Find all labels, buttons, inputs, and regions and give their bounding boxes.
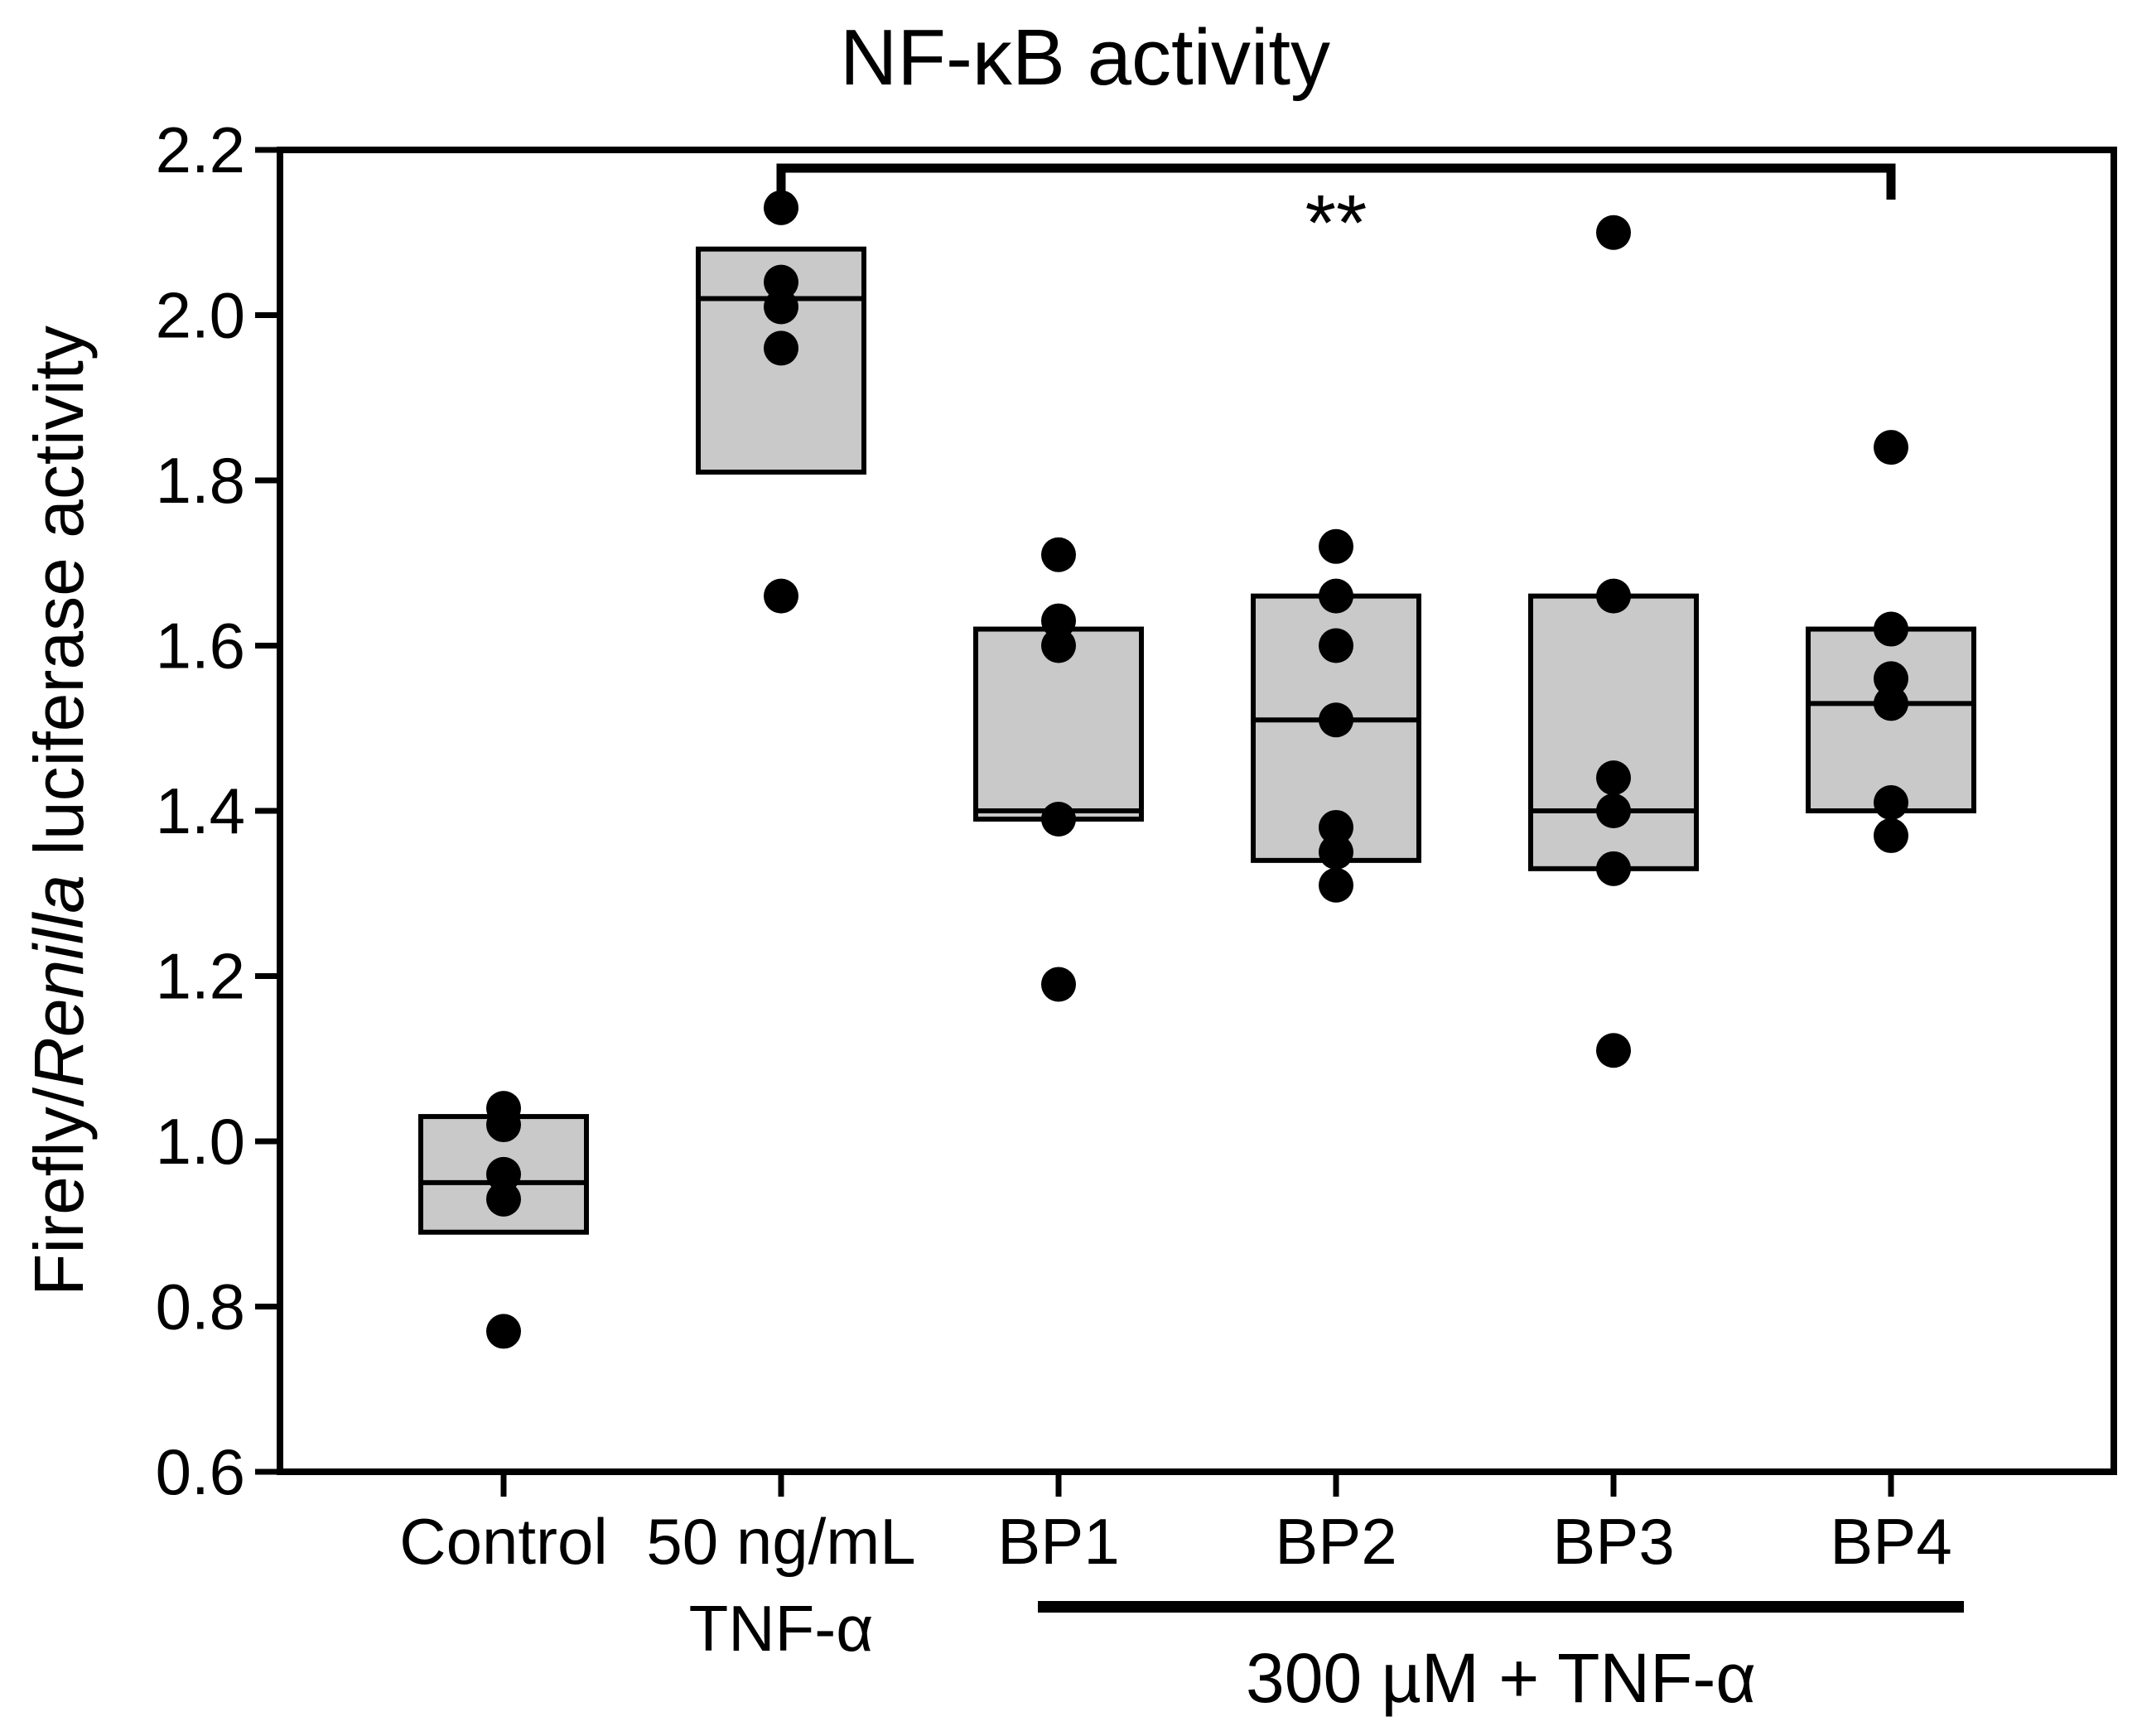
x-category-label: 50 ng/mL bbox=[646, 1505, 915, 1578]
y-tick-label: 2.2 bbox=[156, 113, 245, 186]
data-point bbox=[1319, 702, 1353, 738]
significance-bracket bbox=[776, 163, 1896, 200]
data-point bbox=[1596, 793, 1631, 828]
data-point bbox=[1596, 851, 1631, 886]
data-point bbox=[1041, 628, 1076, 663]
data-point bbox=[764, 289, 798, 325]
data-point bbox=[1319, 809, 1353, 845]
data-point bbox=[1319, 834, 1353, 870]
y-axis-label-part-italic: Renilla bbox=[20, 875, 98, 1087]
y-tick-label: 1.6 bbox=[156, 610, 245, 682]
data-point bbox=[1041, 967, 1076, 1002]
data-point bbox=[764, 264, 798, 300]
chart-title: NF-κB activity bbox=[840, 13, 1330, 102]
data-point bbox=[1041, 537, 1076, 572]
y-tick-label: 1.4 bbox=[156, 774, 245, 847]
y-tick-label: 1.2 bbox=[156, 940, 245, 1013]
y-tick-label: 1.0 bbox=[156, 1105, 245, 1178]
data-point bbox=[1041, 801, 1076, 837]
data-point bbox=[1596, 578, 1631, 614]
data-point bbox=[1041, 603, 1076, 639]
data-point bbox=[1874, 785, 1908, 821]
y-axis-label: Firefly/Renilla luciferase activity bbox=[20, 326, 98, 1296]
y-axis-label-part-2: luciferase activity bbox=[20, 326, 98, 875]
box-group bbox=[418, 246, 1976, 1235]
data-point bbox=[1874, 686, 1908, 721]
data-point bbox=[1874, 430, 1908, 465]
tick-labels-group: 2.2 2.0 1.8 1.6 1.4 1.2 1.0 0.8 0.6 bbox=[156, 113, 245, 1508]
data-point bbox=[1319, 867, 1353, 903]
data-point bbox=[1874, 661, 1908, 697]
data-point bbox=[1319, 528, 1353, 564]
y-tick-label: 0.6 bbox=[156, 1435, 245, 1508]
x-category-label: BP2 bbox=[1275, 1505, 1397, 1578]
x-category-label-line2: TNF-α bbox=[689, 1592, 874, 1665]
data-point bbox=[486, 1156, 521, 1192]
data-point bbox=[1319, 628, 1353, 663]
x-category-label: BP3 bbox=[1552, 1505, 1674, 1578]
y-axis-label-part-1: Firefly/ bbox=[20, 1087, 98, 1296]
data-point bbox=[764, 190, 798, 225]
data-point bbox=[1596, 215, 1631, 250]
data-point bbox=[1874, 611, 1908, 647]
data-point bbox=[1596, 760, 1631, 796]
data-point bbox=[486, 1107, 521, 1143]
x-category-label: BP4 bbox=[1830, 1505, 1951, 1578]
y-tick-label: 1.8 bbox=[156, 444, 245, 517]
y-tick-label: 0.8 bbox=[156, 1271, 245, 1343]
data-point bbox=[764, 578, 798, 614]
points-group bbox=[486, 190, 1908, 1349]
data-point bbox=[1596, 1033, 1631, 1068]
bp-group-label: 300 µM + TNF-α bbox=[1246, 1639, 1756, 1717]
data-point bbox=[486, 1314, 521, 1349]
x-category-label: BP1 bbox=[997, 1505, 1119, 1578]
x-category-label: Control bbox=[399, 1505, 607, 1578]
significance-asterisks: ** bbox=[1305, 179, 1368, 268]
data-point bbox=[486, 1181, 521, 1217]
data-point bbox=[1874, 817, 1908, 853]
data-point bbox=[764, 330, 798, 366]
ticks-group bbox=[255, 147, 1894, 1497]
data-point bbox=[1319, 578, 1353, 614]
y-tick-label: 2.0 bbox=[156, 279, 245, 352]
x-labels-group: Control 50 ng/mL TNF-α BP1 BP2 BP3 BP4 bbox=[399, 1505, 1951, 1665]
